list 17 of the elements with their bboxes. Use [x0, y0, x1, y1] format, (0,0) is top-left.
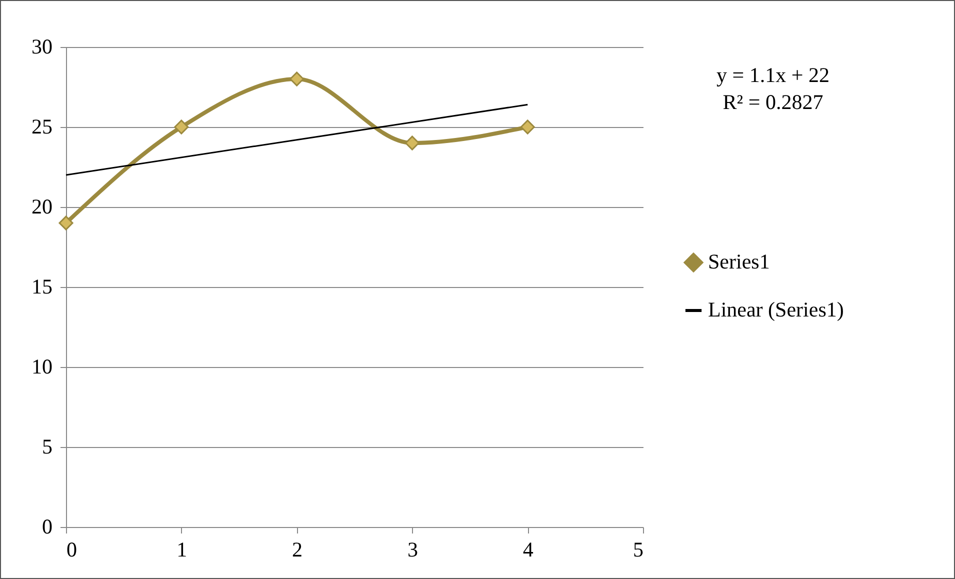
y-tick-label: 30 — [32, 34, 52, 58]
y-tick-label: 10 — [32, 354, 52, 378]
legend-label: Series1 — [708, 250, 770, 274]
y-tick-label: 0 — [42, 514, 52, 538]
y-tick-label: 5 — [42, 434, 52, 458]
y-tick-label: 25 — [32, 114, 52, 138]
legend-label: Linear (Series1) — [708, 298, 844, 322]
x-tick-label: 0 — [66, 538, 77, 562]
text: R² = 0.2827 — [722, 90, 824, 114]
x-tick-label: 1 — [176, 538, 188, 562]
y-tick-label: 20 — [32, 194, 52, 218]
x-tick-label: 2 — [292, 538, 303, 562]
y-tick-label: 15 — [32, 274, 52, 298]
x-tick-label: 5 — [633, 538, 644, 562]
text: y = 1.1x + 22 — [716, 63, 830, 87]
x-tick-label: 3 — [407, 538, 418, 562]
x-tick-label: 4 — [522, 538, 534, 562]
